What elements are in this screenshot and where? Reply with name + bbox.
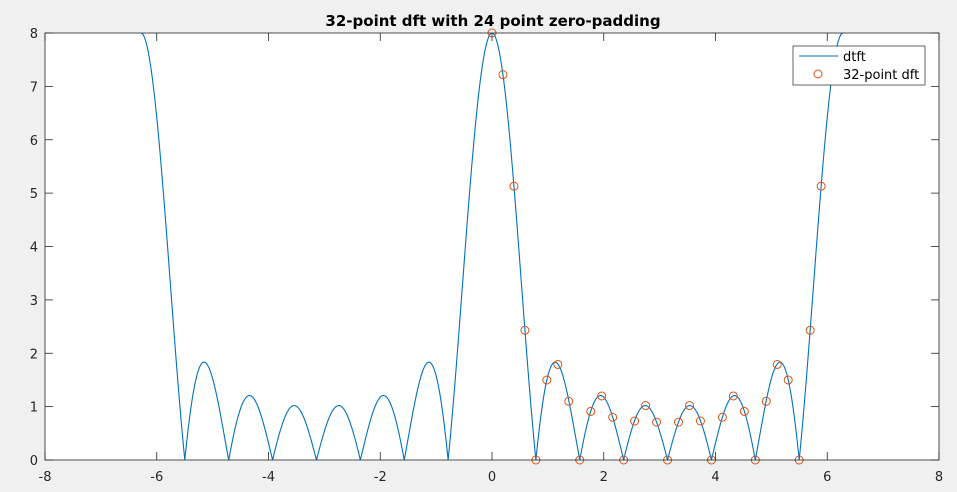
y-tick-label: 1 [30, 401, 38, 416]
dft-point [553, 359, 563, 369]
y-tick-label: 2 [30, 347, 38, 362]
dft-point [652, 417, 662, 427]
dft-point [739, 406, 749, 416]
legend-label-dtft: dtft [843, 50, 866, 65]
dft-point [542, 375, 552, 385]
dft-point [728, 391, 738, 401]
x-tick-label: -8 [39, 470, 52, 485]
dft-point [564, 396, 574, 406]
legend-dft-marker-icon [813, 69, 823, 79]
dft-point [772, 359, 782, 369]
x-tick-label: 4 [711, 470, 719, 485]
legend-box [792, 45, 926, 86]
x-tick-label: 8 [935, 470, 943, 485]
dft-point [805, 325, 815, 335]
dft-point [783, 375, 793, 385]
y-tick-label: 8 [30, 27, 38, 42]
dft-point [630, 416, 640, 426]
x-tick-label: -6 [150, 470, 163, 485]
y-tick-label: 6 [30, 134, 38, 149]
y-tick-label: 7 [30, 80, 38, 95]
x-tick-label: -2 [374, 470, 387, 485]
dtft-line [140, 33, 844, 460]
dft-point [597, 391, 607, 401]
dft-point [641, 401, 651, 411]
x-tick-label: 6 [823, 470, 831, 485]
dft-point [520, 325, 530, 335]
dft-point [509, 181, 519, 191]
dft-point [586, 406, 596, 416]
dft-point [684, 401, 694, 411]
dft-point [761, 396, 771, 406]
y-tick-label: 0 [30, 454, 38, 469]
chart-title: 32-point dft with 24 point zero-padding [325, 12, 660, 30]
legend[interactable]: dtft 32-point dft [792, 45, 926, 86]
dft-point [608, 412, 618, 422]
dft-point [717, 412, 727, 422]
dft-point [695, 416, 705, 426]
x-tick-label: 2 [600, 470, 608, 485]
dft-point [498, 70, 508, 80]
y-tick-label: 5 [30, 187, 38, 202]
dft-point [674, 417, 684, 427]
dft-point [816, 181, 826, 191]
y-tick-label: 4 [30, 241, 38, 256]
y-tick-label: 3 [30, 294, 38, 309]
x-tick-label: 0 [488, 470, 496, 485]
x-tick-label: -4 [262, 470, 275, 485]
legend-label-dft: 32-point dft [843, 68, 919, 83]
